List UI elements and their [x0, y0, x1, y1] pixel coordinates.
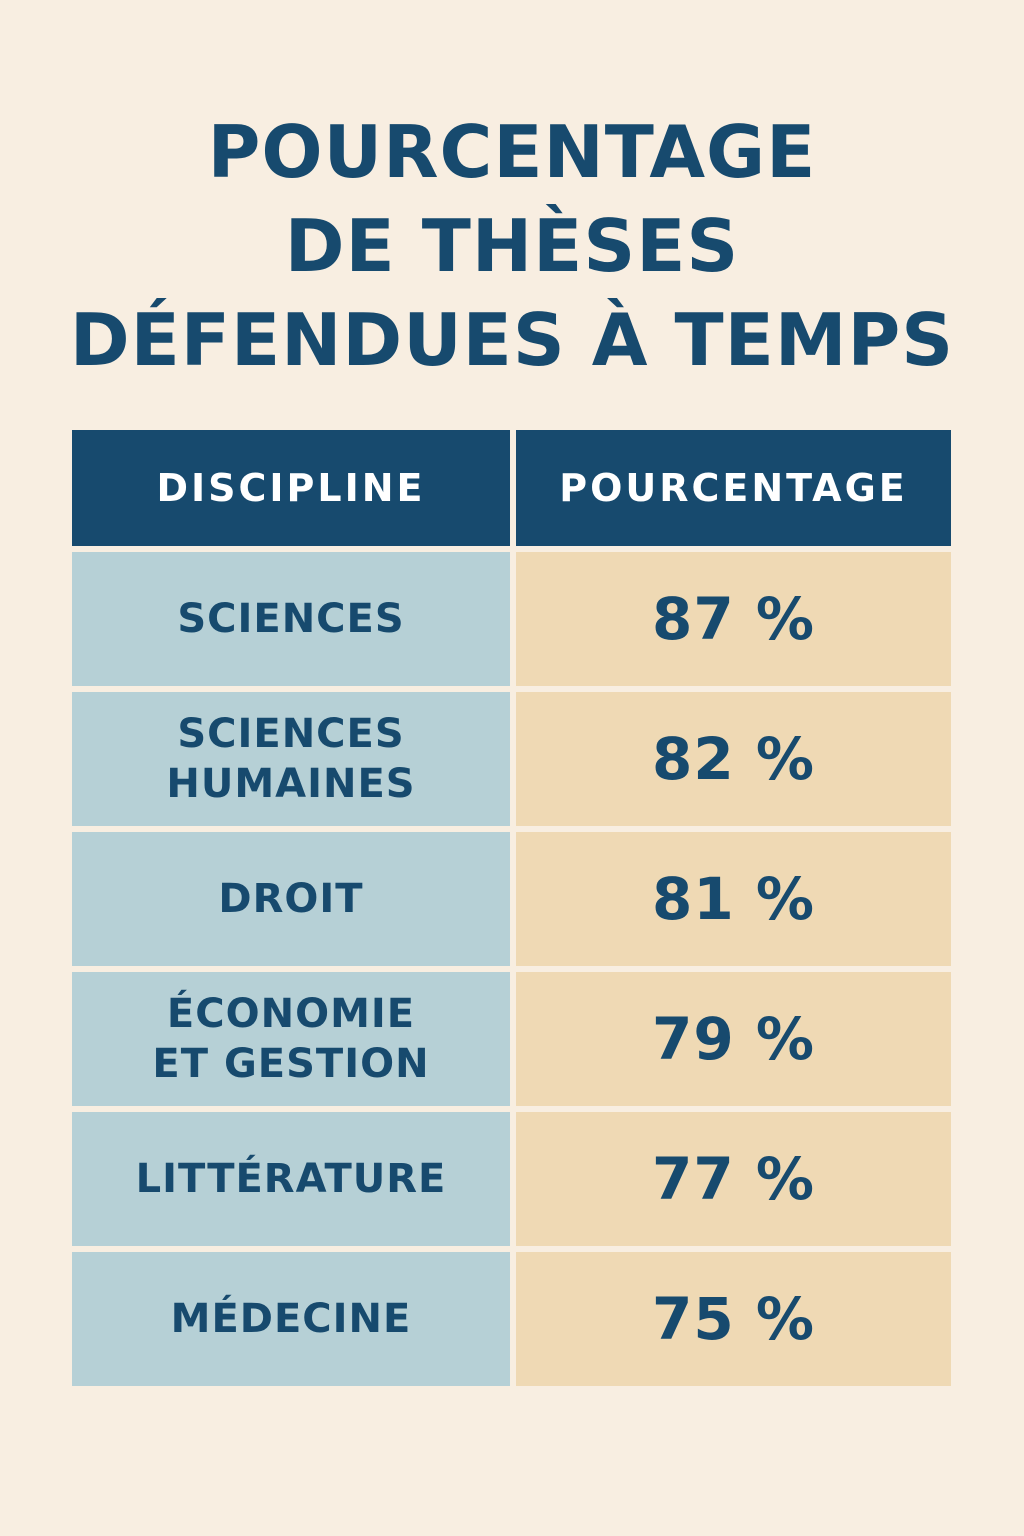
page-title: POURCENTAGE DE THÈSES DÉFENDUES À TEMPS: [40, 105, 984, 387]
title-line-1: POURCENTAGE: [207, 110, 817, 194]
table-row: SCIENCES 87 %: [72, 552, 951, 686]
percentage-cell: 87 %: [516, 552, 951, 686]
table-row: DROIT 81 %: [72, 832, 951, 966]
percentage-column-header: POURCENTAGE: [516, 430, 951, 546]
title-line-2: DE THÈSES: [284, 204, 740, 288]
discipline-label: LITTÉRATURE: [135, 1156, 447, 1202]
table-header-row: DISCIPLINE POURCENTAGE: [72, 430, 951, 546]
percentage-cell: 75 %: [516, 1252, 951, 1386]
discipline-cell: DROIT: [72, 832, 510, 966]
percentage-cell: 82 %: [516, 692, 951, 826]
discipline-cell: SCIENCES HUMAINES: [72, 692, 510, 826]
discipline-cell: LITTÉRATURE: [72, 1112, 510, 1246]
table-row: MÉDECINE 75 %: [72, 1252, 951, 1386]
percentage-table: DISCIPLINE POURCENTAGE SCIENCES 87 % SCI…: [72, 430, 951, 1392]
table-row: SCIENCES HUMAINES 82 %: [72, 692, 951, 826]
discipline-label: SCIENCES HUMAINES: [166, 711, 416, 807]
discipline-label: DROIT: [218, 876, 364, 922]
discipline-column-header: DISCIPLINE: [72, 430, 510, 546]
discipline-cell: MÉDECINE: [72, 1252, 510, 1386]
percentage-cell: 77 %: [516, 1112, 951, 1246]
discipline-cell: SCIENCES: [72, 552, 510, 686]
table-row: ÉCONOMIE ET GESTION 79 %: [72, 972, 951, 1106]
discipline-cell: ÉCONOMIE ET GESTION: [72, 972, 510, 1106]
table-row: LITTÉRATURE 77 %: [72, 1112, 951, 1246]
percentage-cell: 79 %: [516, 972, 951, 1106]
discipline-label: MÉDECINE: [170, 1296, 412, 1342]
percentage-cell: 81 %: [516, 832, 951, 966]
discipline-label: SCIENCES: [177, 596, 405, 642]
discipline-label: ÉCONOMIE ET GESTION: [152, 991, 430, 1087]
title-line-3: DÉFENDUES À TEMPS: [69, 298, 955, 382]
